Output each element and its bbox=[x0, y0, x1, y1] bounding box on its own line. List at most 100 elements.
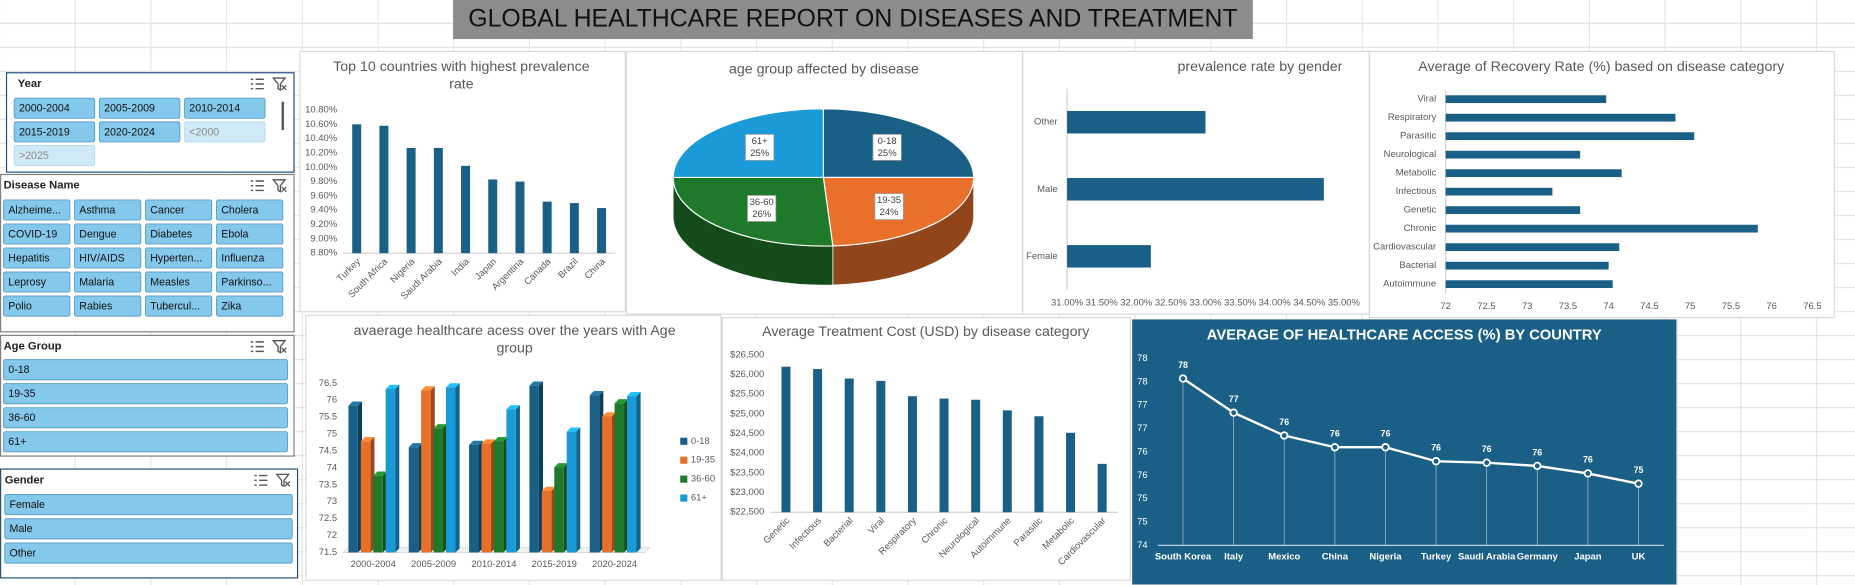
slicer-item-label[interactable]: Parkinso... bbox=[221, 276, 271, 288]
slicer-item[interactable] bbox=[74, 223, 142, 245]
bar bbox=[446, 387, 456, 553]
slicer-item[interactable] bbox=[13, 121, 96, 143]
x-tick-label: 2005-2009 bbox=[411, 559, 456, 570]
chart-title-box: Average Treatment Cost (USD) by disease … bbox=[762, 323, 1089, 340]
slicer-item-label[interactable]: Measles bbox=[150, 276, 190, 288]
bar bbox=[408, 447, 419, 553]
slicer-item[interactable] bbox=[3, 247, 71, 269]
slicer-item-label[interactable]: Other bbox=[9, 547, 36, 559]
slicer-item-label[interactable]: 2000-2004 bbox=[19, 103, 70, 115]
slicer-item[interactable] bbox=[13, 145, 96, 167]
slicer-item[interactable] bbox=[145, 223, 213, 245]
slicer-item[interactable] bbox=[98, 97, 181, 119]
slicer-item-label[interactable]: 61+ bbox=[8, 436, 26, 448]
slicer-item[interactable] bbox=[4, 542, 293, 564]
slicer-item[interactable] bbox=[74, 247, 142, 269]
slicer-item[interactable] bbox=[3, 383, 288, 405]
slicer-item-label[interactable]: Cancer bbox=[150, 204, 185, 216]
clear-filter-icon[interactable] bbox=[271, 77, 287, 91]
slicer-item-label[interactable]: Zika bbox=[221, 300, 241, 312]
x-tick-label: 76.5 bbox=[1803, 301, 1821, 312]
slicer-item[interactable] bbox=[184, 97, 266, 119]
slicer-item-label[interactable]: Cholera bbox=[221, 204, 258, 216]
multi-select-icon[interactable] bbox=[250, 78, 264, 90]
slicer-item[interactable] bbox=[216, 247, 284, 269]
chart-title: age group affected by disease bbox=[728, 60, 919, 77]
slicer-item[interactable] bbox=[3, 359, 288, 381]
slicer-item[interactable] bbox=[216, 223, 284, 245]
slicer-item[interactable] bbox=[216, 199, 284, 221]
slicer-item-label[interactable]: Diabetes bbox=[150, 228, 192, 240]
multi-select-icon[interactable] bbox=[250, 180, 264, 192]
slicer-item-label[interactable]: 2005-2009 bbox=[104, 103, 155, 115]
slicer-item-label[interactable]: 2015-2019 bbox=[19, 126, 70, 138]
slicer-item-label[interactable]: 0-18 bbox=[8, 364, 29, 376]
slicer-item-label[interactable]: Polio bbox=[8, 300, 32, 312]
slicer-item[interactable] bbox=[145, 247, 213, 269]
slicer-item-label[interactable]: COVID-19 bbox=[8, 228, 57, 240]
slicer-item-label[interactable]: 19-35 bbox=[8, 388, 35, 400]
slicer-item-label[interactable]: Tubercul... bbox=[150, 300, 200, 312]
slicer-item[interactable] bbox=[13, 97, 96, 119]
slicer-item-label[interactable]: Hyperten... bbox=[150, 252, 202, 264]
multi-select-icon[interactable] bbox=[250, 341, 264, 353]
slicer-item-label[interactable]: Female bbox=[9, 499, 45, 511]
slicer-item[interactable] bbox=[184, 121, 266, 143]
slicer-item[interactable] bbox=[145, 295, 213, 317]
slicer-item[interactable] bbox=[3, 295, 71, 317]
slicer-item-label[interactable]: 2010-2014 bbox=[189, 103, 240, 115]
bar-top bbox=[481, 439, 496, 444]
slicer-item[interactable] bbox=[3, 407, 288, 429]
slicer-item-label[interactable]: Dengue bbox=[79, 228, 116, 240]
slicer-item-label[interactable]: Influenza bbox=[221, 252, 264, 264]
slicer-item[interactable] bbox=[4, 494, 293, 516]
slicer-item[interactable] bbox=[3, 223, 71, 245]
bar bbox=[542, 201, 552, 254]
slicer-item[interactable] bbox=[145, 199, 213, 221]
bar-side bbox=[395, 384, 400, 553]
slicer-item[interactable] bbox=[74, 295, 142, 317]
slicer-item[interactable] bbox=[216, 295, 284, 317]
bar bbox=[1445, 224, 1758, 233]
slicer-item-label[interactable]: Hepatitis bbox=[8, 252, 49, 264]
bar-top bbox=[446, 383, 460, 388]
clear-filter-icon[interactable] bbox=[275, 473, 291, 488]
bar bbox=[515, 181, 525, 254]
slicer-item-label[interactable]: Malaria bbox=[79, 276, 114, 288]
slicer-item[interactable] bbox=[74, 199, 142, 221]
slicer-item-label[interactable]: HIV/AIDS bbox=[79, 252, 124, 264]
bar bbox=[1445, 132, 1695, 141]
bar-top bbox=[602, 412, 616, 417]
clear-filter-icon[interactable] bbox=[271, 340, 287, 354]
slicer-item-label[interactable]: Leprosy bbox=[8, 276, 46, 288]
bar bbox=[1445, 95, 1607, 104]
x-tick-label: 34.50% bbox=[1293, 297, 1326, 308]
slicer-item-label[interactable]: Rabies bbox=[79, 300, 112, 312]
slicer-item-label[interactable]: Alzheime... bbox=[8, 204, 61, 216]
x-tick-label: 73.5 bbox=[1559, 301, 1577, 312]
slicer-item[interactable] bbox=[4, 518, 293, 540]
slicer-item-label[interactable]: <2000 bbox=[189, 126, 219, 138]
slicer-item[interactable] bbox=[3, 431, 288, 453]
slicer-item-label[interactable]: >2025 bbox=[19, 150, 49, 162]
slicer-item-label[interactable]: 2020-2024 bbox=[104, 126, 155, 138]
slicer-item[interactable] bbox=[145, 271, 213, 293]
legend-swatch bbox=[680, 437, 688, 445]
slicer-item-label[interactable]: 36-60 bbox=[8, 412, 35, 424]
x-tick-label: 76 bbox=[1766, 301, 1777, 312]
y-tick-label: 72 bbox=[327, 530, 338, 541]
slicer-item[interactable] bbox=[3, 271, 71, 293]
clear-filter-icon[interactable] bbox=[271, 179, 287, 193]
line-marker bbox=[1330, 443, 1340, 452]
slicer-item-label[interactable]: Asthma bbox=[79, 204, 115, 216]
data-label: 76 bbox=[1532, 447, 1542, 457]
multi-select-icon[interactable] bbox=[254, 474, 268, 486]
y-tick-label: 76.5 bbox=[319, 378, 337, 389]
slicer-item[interactable] bbox=[216, 271, 284, 293]
slicer-item-label[interactable]: Ebola bbox=[221, 228, 248, 240]
slicer-item[interactable] bbox=[3, 199, 71, 221]
slicer-item[interactable] bbox=[98, 121, 181, 143]
slicer-item[interactable] bbox=[74, 271, 142, 293]
x-tick-label: 2020-2024 bbox=[592, 559, 637, 570]
slicer-item-label[interactable]: Male bbox=[9, 523, 32, 535]
